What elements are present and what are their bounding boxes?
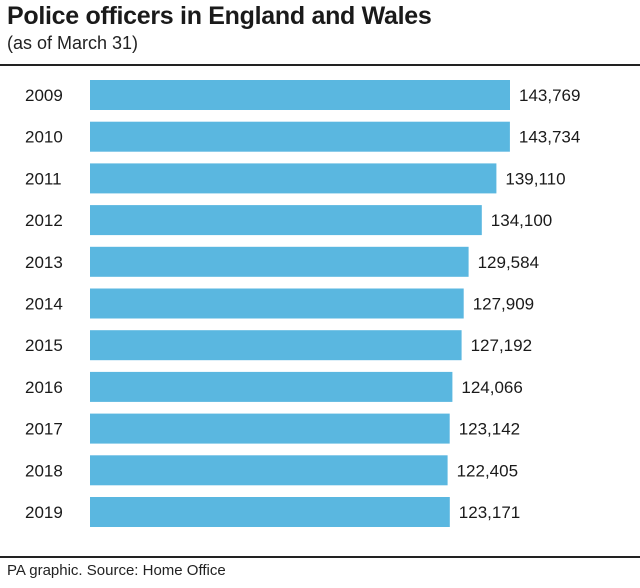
- year-label-2012: 2012: [25, 211, 63, 230]
- year-label-2014: 2014: [25, 295, 63, 314]
- value-label-2009: 143,769: [519, 86, 580, 105]
- value-label-2017: 123,142: [459, 420, 520, 439]
- bar-2017: [90, 413, 450, 444]
- bar-2015: [90, 330, 462, 361]
- value-label-2011: 139,110: [505, 169, 565, 188]
- source-note: PA graphic. Source: Home Office: [7, 562, 226, 579]
- top-divider: [0, 64, 640, 66]
- year-label-2019: 2019: [25, 503, 63, 522]
- year-label-2013: 2013: [25, 253, 63, 272]
- bar-2013: [90, 246, 469, 277]
- value-label-2013: 129,584: [478, 253, 539, 272]
- bar-2016: [90, 371, 453, 402]
- year-label-2010: 2010: [25, 128, 63, 147]
- bars-group: 2009 143,769 2010 143,734 2011 139,110 2012 134…: [25, 80, 580, 527]
- year-label-2009: 2009: [25, 86, 63, 105]
- chart-subtitle: (as of March 31): [7, 33, 139, 53]
- bar-2018: [90, 455, 448, 486]
- value-label-2014: 127,909: [473, 295, 534, 314]
- bar-2019: [90, 497, 450, 527]
- value-label-2010: 143,734: [519, 128, 580, 147]
- value-label-2016: 124,066: [461, 378, 522, 397]
- value-label-2019: 123,171: [459, 503, 520, 522]
- value-label-2012: 134,100: [491, 211, 552, 230]
- year-label-2017: 2017: [25, 420, 63, 439]
- bar-2010: [90, 121, 510, 152]
- year-label-2015: 2015: [25, 336, 63, 355]
- bottom-divider: [0, 556, 640, 558]
- chart-title: Police officers in England and Wales: [7, 2, 432, 30]
- value-label-2015: 127,192: [471, 336, 532, 355]
- year-label-2011: 2011: [25, 169, 62, 188]
- year-label-2018: 2018: [25, 461, 63, 480]
- bar-2012: [90, 205, 482, 236]
- bar-2014: [90, 288, 464, 319]
- value-label-2018: 122,405: [457, 461, 518, 480]
- bar-2011: [90, 163, 497, 194]
- year-label-2016: 2016: [25, 378, 63, 397]
- bar-2009: [90, 80, 510, 110]
